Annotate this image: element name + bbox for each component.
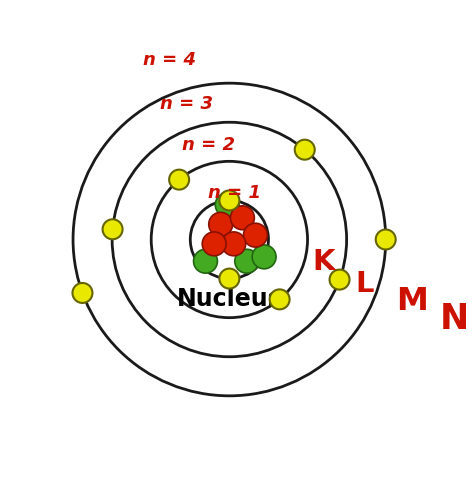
Text: K: K bbox=[312, 248, 334, 276]
Circle shape bbox=[252, 245, 276, 269]
Text: L: L bbox=[356, 269, 374, 297]
Circle shape bbox=[230, 206, 255, 230]
Circle shape bbox=[215, 193, 239, 217]
Text: n = 2: n = 2 bbox=[182, 136, 235, 154]
Circle shape bbox=[73, 283, 92, 303]
Text: M: M bbox=[397, 285, 428, 316]
Circle shape bbox=[244, 224, 267, 248]
Circle shape bbox=[270, 290, 290, 310]
Circle shape bbox=[222, 232, 246, 256]
Circle shape bbox=[193, 250, 218, 274]
Circle shape bbox=[102, 220, 123, 240]
Circle shape bbox=[376, 230, 396, 250]
Text: n = 4: n = 4 bbox=[143, 51, 195, 69]
Circle shape bbox=[295, 141, 315, 160]
Text: Nucleus: Nucleus bbox=[176, 287, 282, 311]
Circle shape bbox=[235, 250, 259, 274]
Circle shape bbox=[219, 269, 239, 289]
Text: N: N bbox=[440, 301, 469, 335]
Circle shape bbox=[329, 270, 349, 290]
Circle shape bbox=[169, 170, 189, 190]
Circle shape bbox=[219, 191, 239, 211]
Text: n = 1: n = 1 bbox=[208, 183, 261, 201]
Circle shape bbox=[202, 232, 226, 256]
Text: n = 3: n = 3 bbox=[160, 95, 213, 112]
Circle shape bbox=[209, 213, 233, 237]
